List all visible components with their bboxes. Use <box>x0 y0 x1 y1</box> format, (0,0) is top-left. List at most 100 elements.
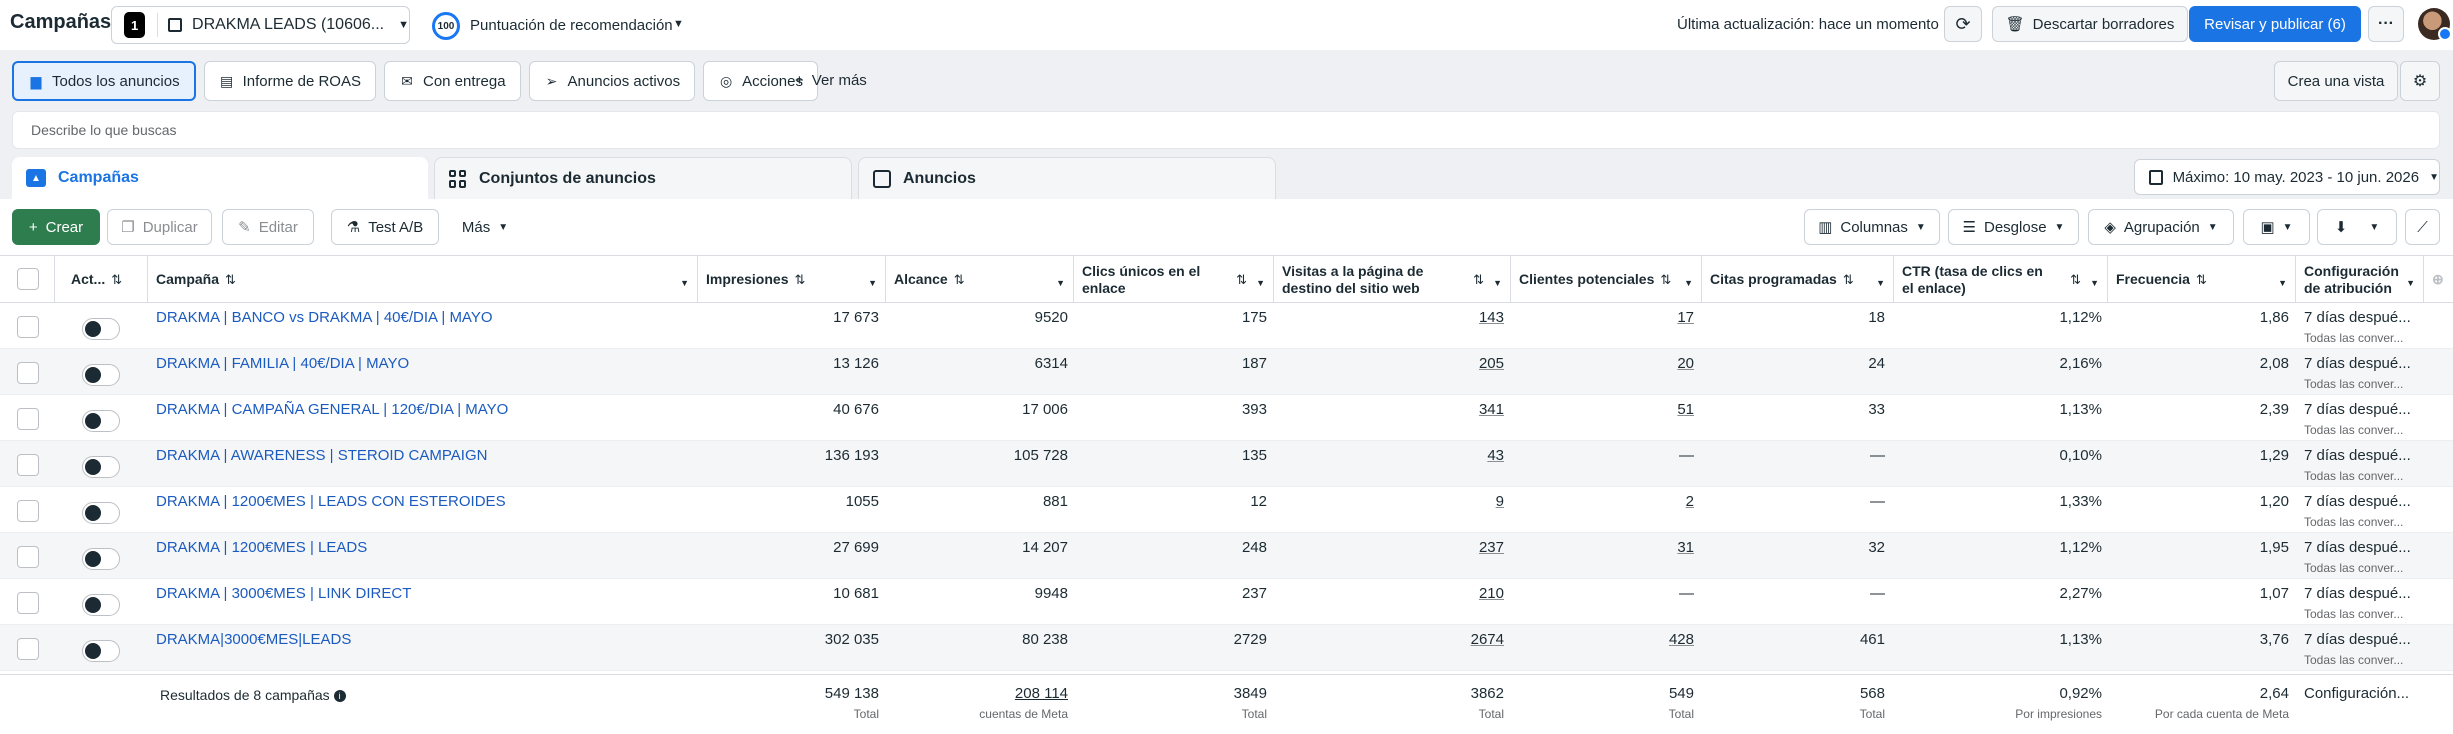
campaign-name-link[interactable]: DRAKMA | FAMILIA | 40€/DIA | MAYO <box>156 355 410 372</box>
discard-drafts-button[interactable]: 🗑 Descartar borradores <box>1992 6 2188 42</box>
cell-leads[interactable]: — <box>1679 585 1694 602</box>
charts-button[interactable]: ⟋ <box>2405 209 2440 245</box>
date-range-picker[interactable]: Máximo: 10 may. 2023 - 10 jun. 2026 ▼ <box>2134 159 2440 195</box>
column-header-campaign[interactable]: Campaña ⇅ ▼ <box>148 256 698 303</box>
cell-landing-views[interactable]: 205 <box>1478 355 1504 372</box>
row-checkbox[interactable] <box>17 316 39 338</box>
table-row[interactable]: DRAKMA | AWARENESS | STEROID CAMPAIGN 136… <box>0 441 2453 487</box>
row-checkbox[interactable] <box>17 454 39 476</box>
info-icon[interactable]: i <box>333 690 346 702</box>
account-selector[interactable]: 1 DRAKMA LEADS (10606... ▼ <box>111 6 410 44</box>
table-row[interactable]: DRAKMA | CAMPAÑA GENERAL | 120€/DIA | MA… <box>0 395 2453 441</box>
campaign-name-link[interactable]: DRAKMA | AWARENESS | STEROID CAMPAIGN <box>156 447 488 464</box>
create-view-button[interactable]: Crea una vista <box>2274 61 2398 101</box>
campaign-name-link[interactable]: DRAKMA | BANCO vs DRAKMA | 40€/DIA | MAY… <box>156 309 493 326</box>
row-checkbox[interactable] <box>17 546 39 568</box>
cell-leads[interactable]: — <box>1679 447 1694 464</box>
score-label[interactable]: Puntuación de recomendación <box>470 17 673 34</box>
row-checkbox[interactable] <box>17 408 39 430</box>
see-more-button[interactable]: + Ver más <box>795 72 867 89</box>
campaign-name-link[interactable]: DRAKMA|3000€MES|LEADS <box>156 631 352 648</box>
view-roas-report[interactable]: ▤ Informe de ROAS <box>203 61 376 101</box>
table-row[interactable]: DRAKMA|3000€MES|LEADS 302 035 80 238 2729 26… <box>0 625 2453 671</box>
create-button[interactable]: + Crear <box>12 209 100 245</box>
table-row[interactable]: DRAKMA | 1200€MES | LEADS CON ESTEROIDES… <box>0 487 2453 533</box>
column-label: Clientes potenciales <box>1519 271 1655 287</box>
campaign-toggle[interactable] <box>82 640 120 662</box>
search-input[interactable] <box>13 112 2439 148</box>
cell-landing-views[interactable]: 2674 <box>1470 631 1504 648</box>
cell-landing-views[interactable]: 341 <box>1478 401 1504 418</box>
table-row[interactable]: DRAKMA | BANCO vs DRAKMA | 40€/DIA | MAY… <box>0 303 2453 349</box>
column-header-ctr[interactable]: CTR (tasa de clics en el enlace) ⇅ ▼ <box>1894 256 2108 303</box>
table-row[interactable]: DRAKMA | 1200€MES | LEADS 27 699 14 207 248… <box>0 533 2453 579</box>
cell-attribution-sub: Todas las conver... <box>2304 607 2404 621</box>
cell-landing-views[interactable]: 43 <box>1487 447 1504 464</box>
column-header-impressions[interactable]: Impresiones ⇅ ▼ <box>698 256 886 303</box>
column-header-landing-views[interactable]: Visitas a la página de destino del sitio… <box>1274 256 1511 303</box>
edit-button[interactable]: ✎ Editar <box>222 209 314 245</box>
reports-button[interactable]: ▣ ▼ <box>2243 209 2310 245</box>
campaign-name-link[interactable]: DRAKMA | 1200€MES | LEADS <box>156 539 368 556</box>
campaign-name-link[interactable]: DRAKMA | 3000€MES | LINK DIRECT <box>156 585 412 602</box>
review-publish-button[interactable]: Revisar y publicar (6) <box>2189 6 2361 42</box>
total-impressions-sub: Total <box>853 707 879 721</box>
campaign-toggle[interactable] <box>82 456 120 478</box>
chevron-down-icon[interactable]: ▼ <box>673 18 684 30</box>
row-checkbox[interactable] <box>17 638 39 660</box>
campaign-toggle[interactable] <box>82 364 120 386</box>
duplicate-button[interactable]: ❐ Duplicar <box>107 209 212 245</box>
campaign-name-link[interactable]: DRAKMA | CAMPAÑA GENERAL | 120€/DIA | MA… <box>156 401 509 418</box>
view-actions[interactable]: ◎ Acciones <box>703 61 818 101</box>
cell-leads[interactable]: 31 <box>1677 539 1694 556</box>
column-header-attribution[interactable]: Configuración de atribución ▼ <box>2296 256 2424 303</box>
cell-landing-views[interactable]: 9 <box>1495 493 1504 510</box>
view-all-ads[interactable]: ▆ Todos los anuncios <box>12 61 196 101</box>
column-header-reach[interactable]: Alcance ⇅ ▼ <box>886 256 1074 303</box>
cell-landing-views[interactable]: 237 <box>1478 539 1504 556</box>
campaign-toggle[interactable] <box>82 594 120 616</box>
campaign-toggle[interactable] <box>82 548 120 570</box>
column-header-unique-clicks[interactable]: Clics únicos en el enlace ⇅ ▼ <box>1074 256 1274 303</box>
customize-icon[interactable]: ⚙ <box>2400 61 2440 101</box>
refresh-button[interactable]: ⟳ <box>1944 6 1982 42</box>
column-settings-icon[interactable]: ⊕ <box>2432 271 2444 287</box>
cell-landing-views[interactable]: 143 <box>1478 309 1504 326</box>
tab-ads[interactable]: Anuncios <box>858 157 1276 199</box>
view-with-delivery[interactable]: ✉ Con entrega <box>383 61 521 101</box>
row-checkbox[interactable] <box>17 500 39 522</box>
total-landing: 3862 <box>1470 685 1504 702</box>
score-badge[interactable]: 100 <box>432 12 460 40</box>
breakdown-button[interactable]: ☰ Desglose ▼ <box>1948 209 2079 245</box>
campaign-toggle[interactable] <box>82 410 120 432</box>
row-checkbox[interactable] <box>17 592 39 614</box>
tab-campaigns[interactable]: ▲ Campañas <box>12 157 428 199</box>
column-header-frequency[interactable]: Frecuencia ⇅ ▼ <box>2108 256 2296 303</box>
cell-leads[interactable]: 2 <box>1685 493 1694 510</box>
cell-leads[interactable]: 20 <box>1677 355 1694 372</box>
grouping-button[interactable]: ◈ Agrupación ▼ <box>2088 209 2234 245</box>
cell-leads[interactable]: 428 <box>1668 631 1694 648</box>
campaign-toggle[interactable] <box>82 502 120 524</box>
table-row[interactable]: DRAKMA | FAMILIA | 40€/DIA | MAYO 13 126 6… <box>0 349 2453 395</box>
ab-test-button[interactable]: ⚗ Test A/B <box>331 209 439 245</box>
campaign-name-link[interactable]: DRAKMA | 1200€MES | LEADS CON ESTEROIDES <box>156 493 506 510</box>
column-header-leads[interactable]: Clientes potenciales ⇅ ▼ <box>1511 256 1702 303</box>
select-all-checkbox[interactable] <box>17 268 39 290</box>
columns-icon: ▥ <box>1818 219 1833 236</box>
more-actions-button[interactable]: Más ▼ <box>452 209 518 245</box>
table-row[interactable]: DRAKMA | 3000€MES | LINK DIRECT 10 681 994… <box>0 579 2453 625</box>
column-header-appointments[interactable]: Citas programadas ⇅ ▼ <box>1702 256 1894 303</box>
campaign-toggle[interactable] <box>82 318 120 340</box>
columns-button[interactable]: ▥ Columnas ▼ <box>1804 209 1940 245</box>
column-header-active[interactable]: Act... ⇅ <box>55 256 148 303</box>
more-options-button[interactable]: ··· <box>2368 6 2404 42</box>
tab-adsets[interactable]: Conjuntos de anuncios <box>434 157 852 199</box>
view-active-ads[interactable]: ➢ Anuncios activos <box>528 61 696 101</box>
cell-leads[interactable]: 51 <box>1677 401 1694 418</box>
cell-leads[interactable]: 17 <box>1677 309 1694 326</box>
export-button[interactable]: ⬇ ▼ <box>2317 209 2397 245</box>
cell-landing-views[interactable]: 210 <box>1478 585 1504 602</box>
row-checkbox[interactable] <box>17 362 39 384</box>
page-title: Campañas <box>10 11 112 33</box>
